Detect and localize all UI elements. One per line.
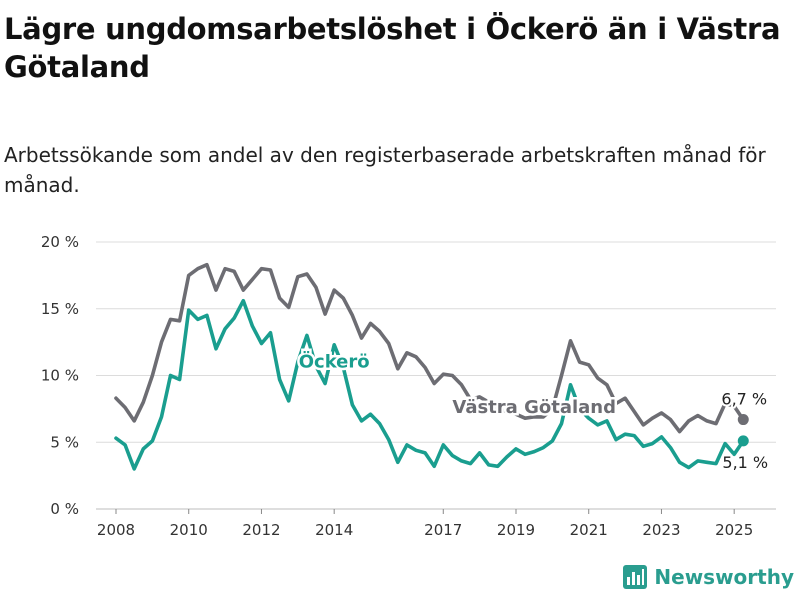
y-tick-label: 15 %	[41, 300, 79, 318]
logo-icon-bar	[627, 577, 631, 585]
x-tick-label: 2014	[315, 521, 353, 539]
series-line	[114, 262, 746, 434]
x-tick-label: 2008	[97, 521, 135, 539]
brand-logo: Newsworthy	[623, 562, 794, 592]
y-tick-label: 20 %	[41, 233, 79, 251]
y-tick-label: 10 %	[41, 367, 79, 385]
series-end-point	[737, 414, 749, 426]
logo-icon-bar	[632, 572, 636, 585]
logo-icon-bar	[637, 575, 641, 585]
chart-title: Lägre ungdomsarbetslöshet i Öckerö än i …	[4, 12, 781, 84]
series-end-point	[737, 435, 749, 447]
x-tick-label: 2023	[642, 521, 680, 539]
x-tick-label: 2025	[715, 521, 753, 539]
x-tick-label: 2012	[242, 521, 280, 539]
series-end-label: 6,7 %	[721, 390, 767, 409]
x-tick-label: 2010	[170, 521, 208, 539]
y-tick-label: 5 %	[50, 433, 79, 451]
bar-chart-icon	[623, 565, 648, 589]
logo-icon-bar	[642, 569, 645, 585]
x-tick-label: 2019	[497, 521, 535, 539]
series-line	[114, 298, 746, 471]
series-name-label: Västra Götaland	[452, 397, 616, 418]
series-name-label: Öckerö	[299, 350, 370, 372]
x-tick-label: 2021	[570, 521, 608, 539]
x-tick-label: 2017	[424, 521, 462, 539]
y-tick-label: 0 %	[50, 500, 79, 518]
brand-name: Newsworthy	[654, 565, 794, 589]
series-end-label: 5,1 %	[722, 453, 768, 472]
chart-subtitle: Arbetssökande som andel av den registerb…	[4, 143, 766, 197]
